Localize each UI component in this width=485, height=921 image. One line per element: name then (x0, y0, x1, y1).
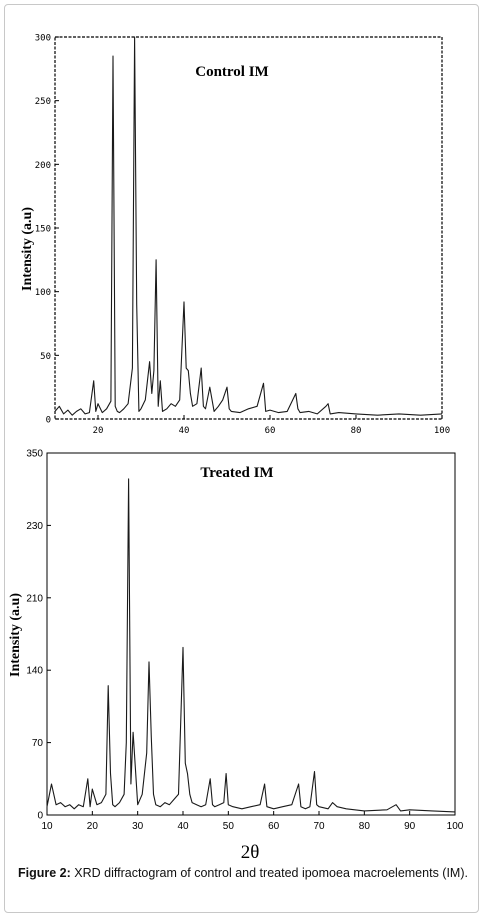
control-x-tick-label: 40 (179, 426, 190, 436)
control-y-tick-label: 300 (35, 34, 51, 44)
treated-x-tick-label: 50 (223, 821, 235, 832)
control-x-tick-label: 80 (351, 426, 362, 436)
treated-chart-title: Treated IM (200, 465, 273, 481)
treated-x-axis-label: 2θ (241, 842, 260, 863)
treated-plot-frame (46, 452, 456, 816)
treated-diffraction-line (46, 478, 456, 813)
treated-x-tick-label: 100 (447, 821, 464, 832)
treated-x-tick-label: 90 (404, 821, 416, 832)
figure-panel (4, 4, 479, 913)
control-x-tick-label: 60 (265, 426, 276, 436)
control-diffraction-line (54, 36, 443, 416)
caption-text: XRD diffractogram of control and treated… (74, 866, 468, 880)
treated-x-tick-label: 70 (313, 821, 325, 832)
treated-x-tick-label: 10 (41, 821, 53, 832)
figure-caption: Figure 2: XRD diffractogram of control a… (18, 866, 470, 881)
control-x-tick-label: 20 (93, 426, 104, 436)
control-y-tick-label: 150 (35, 225, 51, 235)
control-chart-title: Control IM (195, 64, 268, 80)
treated-x-tick-label: 40 (177, 821, 189, 832)
control-y-tick-label: 100 (35, 288, 51, 298)
control-y-tick-label: 250 (35, 97, 51, 107)
treated-y-tick-label: 0 (37, 811, 43, 822)
control-y-tick-label: 50 (40, 352, 51, 362)
control-x-ticks: 20 40 60 80 100 (93, 415, 450, 436)
treated-x-tick-label: 30 (132, 821, 144, 832)
treated-y-tick-label: 230 (26, 521, 43, 532)
treated-series (46, 478, 456, 813)
treated-y-tick-label: 350 (26, 449, 43, 460)
control-x-tick-label: 100 (434, 426, 450, 436)
control-series (54, 36, 443, 416)
treated-y-tick-label: 210 (26, 593, 43, 604)
treated-y-axis-label: Intensity (a.u) (8, 593, 23, 677)
control-y-ticks: 0 50 100 150 200 250 300 (35, 34, 59, 426)
treated-y-tick-label: 70 (32, 738, 44, 749)
control-y-tick-label: 0 (46, 416, 51, 426)
treated-x-tick-label: 80 (359, 821, 371, 832)
treated-x-tick-label: 60 (268, 821, 280, 832)
treated-chart: Treated IM Intensity (a.u) 2θ 0 70 140 210 2… (8, 449, 464, 864)
control-y-axis-label: Intensity (a.u) (20, 207, 35, 291)
treated-x-tick-label: 20 (87, 821, 99, 832)
control-y-tick-label: 200 (35, 161, 51, 171)
treated-y-tick-label: 140 (26, 666, 43, 677)
treated-x-ticks: 10 20 30 40 50 60 70 80 90 100 (41, 811, 464, 832)
treated-y-ticks: 0 70 140 210 230 350 (26, 449, 51, 822)
control-chart: Control IM Intensity (a.u) 0 50 100 150 200 2… (20, 34, 450, 437)
caption-label: Figure 2: (18, 866, 71, 880)
